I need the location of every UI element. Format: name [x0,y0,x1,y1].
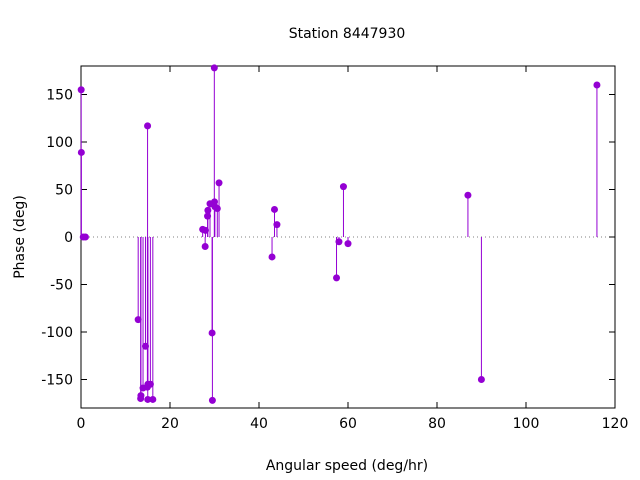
x-tick-label: 120 [602,416,629,432]
y-tick-label: -100 [41,325,73,341]
x-axis-label: Angular speed (deg/hr) [266,458,428,474]
y-tick-label: -50 [50,278,73,294]
data-point [477,376,485,383]
x-tick-label: 0 [77,416,86,432]
y-tick-label: 50 [55,183,73,199]
data-point [134,316,142,324]
chart-title: Station 8447930 [289,26,406,42]
data-point [273,221,281,229]
data-point [146,380,154,388]
data-point [149,395,157,403]
data-point [339,183,347,191]
data-point [144,122,152,130]
data-point [335,238,343,246]
data-point [77,86,85,94]
x-tick-label: 100 [513,416,540,432]
x-tick-label: 40 [250,416,268,432]
y-axis-ticks: -150 -100 -50 0 50 100 150 [41,88,615,389]
data-point [137,392,145,400]
data-point [204,206,212,214]
data-point [268,253,276,261]
data-point [208,329,216,337]
data-point [210,64,218,72]
data-point [215,179,223,187]
data-point [81,233,89,241]
data-point [344,240,352,248]
y-axis-label: Phase (deg) [12,195,28,279]
data-stems [80,67,598,401]
x-tick-label: 60 [339,416,357,432]
data-point [593,81,601,89]
data-point [270,205,278,213]
data-point [464,191,472,199]
data-point [333,274,341,282]
data-point [201,226,209,234]
data-point [141,342,149,350]
data-point [201,243,209,250]
data-point [77,148,85,156]
x-tick-label: 80 [428,416,446,432]
x-axis-ticks: 0 20 40 60 80 100 120 [77,66,629,432]
data-points [77,64,601,404]
y-tick-label: -150 [41,373,73,389]
y-tick-label: 0 [64,230,73,246]
data-point [208,396,216,404]
data-point [204,212,212,220]
y-tick-label: 150 [46,88,73,104]
x-tick-label: 20 [161,416,179,432]
data-point [144,395,152,403]
data-point [213,205,221,212]
y-tick-label: 100 [46,135,73,151]
